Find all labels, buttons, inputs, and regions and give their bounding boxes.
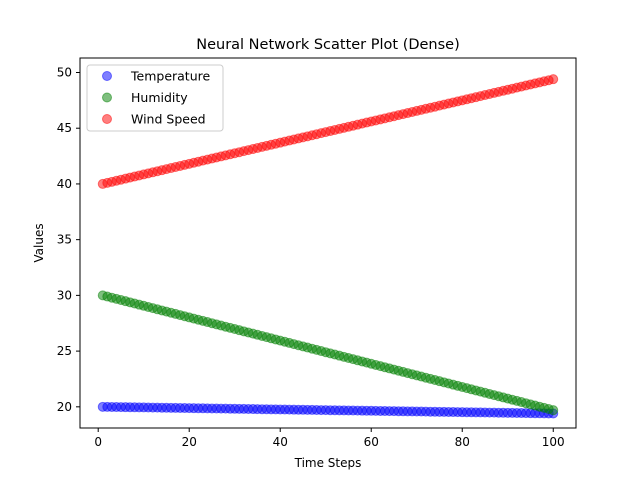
y-axis-label: Values	[32, 223, 46, 262]
legend-label: Wind Speed	[131, 112, 206, 127]
legend-marker	[102, 114, 112, 124]
x-tick-label: 40	[273, 435, 288, 449]
legend-label: Temperature	[130, 69, 210, 84]
x-tick-label: 100	[542, 435, 565, 449]
legend-label: Humidity	[131, 90, 188, 105]
chart-title: Neural Network Scatter Plot (Dense)	[196, 37, 460, 53]
y-tick-label: 45	[57, 121, 72, 135]
x-tick-label: 20	[182, 435, 197, 449]
y-tick-label: 30	[57, 288, 72, 302]
x-axis-label: Time Steps	[294, 456, 362, 470]
legend-marker	[102, 92, 112, 103]
legend-marker	[102, 71, 112, 81]
y-tick-label: 50	[57, 65, 72, 79]
x-tick-label: 80	[455, 435, 470, 449]
data-point	[548, 74, 559, 85]
y-tick-label: 35	[57, 233, 72, 247]
x-tick-label: 0	[94, 435, 102, 449]
series-wind-speed	[97, 74, 559, 189]
y-axis: 20 25 30 35 40 45 50	[57, 65, 80, 414]
y-tick-label: 25	[57, 344, 72, 358]
series-temperature	[97, 401, 559, 419]
legend: Temperature Humidity Wind Speed	[86, 64, 224, 132]
plot-frame	[79, 57, 577, 429]
y-tick-label: 40	[57, 177, 72, 191]
legend-box	[86, 64, 224, 132]
data-point	[548, 405, 559, 416]
y-tick-label: 20	[57, 400, 72, 414]
x-tick-label: 60	[364, 435, 379, 449]
series-humidity	[97, 290, 559, 416]
x-axis: 0 20 40 60 80 100	[94, 428, 565, 449]
points-layer	[97, 74, 559, 419]
